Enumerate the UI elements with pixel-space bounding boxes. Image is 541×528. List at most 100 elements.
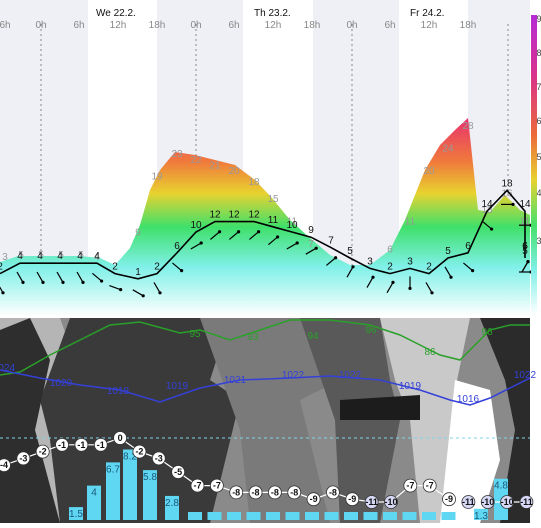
wind-arrow [286,242,298,250]
temperature-marker [287,485,302,500]
wind-gust-label: 6 [387,244,393,255]
wind-arrow [172,262,182,272]
wind-arrow-head [391,280,395,285]
temperature-label: -9 [445,494,453,504]
temperature-label: -2 [39,447,47,457]
wind-gust-label: 15 [267,194,279,205]
pressure-label: 1022 [514,370,537,381]
wind-arrow-head [430,291,434,295]
wind-arrow [463,262,473,272]
temperature-marker [364,495,379,509]
wind-arrow-head [371,275,375,279]
wind-arrow-head [295,241,299,245]
wind-speed-label: 4 [17,251,23,262]
wind-speed-label: 14 [519,199,531,210]
wind-arrow [92,272,102,282]
wind-gust-label: 7 [308,239,314,250]
precipitation-trace-bar [207,512,222,520]
wind-arrow [36,271,44,283]
color-scale-label: 8 [536,48,541,58]
temperature-marker [190,478,205,493]
hour-tick-label: 6h [73,20,84,31]
temperature-label: -10 [501,497,514,507]
hour-tick-label: 18h [304,20,321,31]
temperature-label: -4 [0,460,8,470]
wind-speed-label: 2 [0,262,3,273]
precipitation-trace-bar [383,512,397,520]
wind-speed-label: 1 [135,267,141,278]
color-scale-label: 7 [536,82,541,92]
pressure-line [0,369,531,406]
pressure-label: 1019 [166,381,189,392]
precipitation-label: 8.2 [123,451,137,462]
hour-tick-label: 12h [265,20,282,31]
wind-arrow [444,266,452,278]
temperature-label: -7 [213,481,221,491]
precipitation-label: 1.3 [474,511,488,522]
wind-speed-label: 6 [522,241,528,252]
wind-speed-line [0,189,526,280]
wind-arrow-head [158,291,162,295]
pressure-label: 1022 [282,370,305,381]
wind-arrow [210,231,220,240]
humidity-labels: 95 93 94 96 86 96 [189,325,493,358]
temperature-marker [384,495,398,509]
wind-arrow-head [511,202,515,206]
wind-arrow [366,276,374,288]
wind-arrow [346,266,354,278]
color-scale-label: 4 [536,188,541,198]
humidity-label: 95 [189,329,201,340]
hour-tick-label: 18h [149,20,166,31]
temperature-marker [480,495,495,509]
temperature-label: 0 [118,433,123,443]
color-scale-label: 6 [536,116,541,126]
wind-arrow-head [526,260,530,264]
wind-gust-label: 24 [442,144,454,155]
color-scale-bar [531,15,537,315]
pressure-label: 1021 [224,375,247,386]
wind-arrow [425,282,433,294]
precipitation-label: 4 [91,488,97,499]
wind-arrow-head [333,256,338,260]
pressure-label: 1019 [399,381,422,392]
wind-speed-label: 2 [112,262,118,273]
wind-speed-label: 4 [37,251,43,262]
temperature-label: -11 [520,497,533,507]
wind-arrow-head [314,246,318,250]
precipitation-trace-bar [324,512,339,520]
wind-speed-label: 10 [286,220,298,231]
wind-speed-label: 4 [57,251,63,262]
wind-arrow-head [119,288,123,292]
wind-gust-label: 11 [405,216,416,227]
temperature-label: -8 [290,487,298,497]
wind-speed-label: 12 [228,210,240,221]
wind-arrow-head [61,280,65,284]
wind-gust-label: 5 [18,250,24,261]
temperature-marker [74,437,89,452]
precipitation-trace-bar [188,512,202,520]
wind-arrow [326,257,336,266]
wind-gust-label: 9 [135,228,141,239]
temperature-label: -9 [348,494,356,504]
wind-speed-label: 18 [501,178,513,189]
temperature-marker [151,451,166,466]
color-scale-label: 5 [536,152,541,162]
temperature-marker [16,451,31,466]
temperature-label: -1 [77,440,85,450]
pressure-label: 1024 [0,363,16,374]
wind-speed-label: 9 [308,225,314,236]
wind-speed-label: 11 [268,215,279,226]
temperature-label: -8 [329,487,337,497]
wind-arrow-head [275,235,280,239]
wind-arrow [0,286,4,294]
precipitation-bar [143,470,157,520]
precipitation-trace-bar [305,512,319,520]
temperature-marker [306,492,321,507]
temperature-label: -1 [97,440,105,450]
wind-arrow-head [449,275,453,279]
wind-arrow-head [179,269,184,273]
temperature-label: -2 [135,447,143,457]
humidity-label: 96 [365,325,377,336]
